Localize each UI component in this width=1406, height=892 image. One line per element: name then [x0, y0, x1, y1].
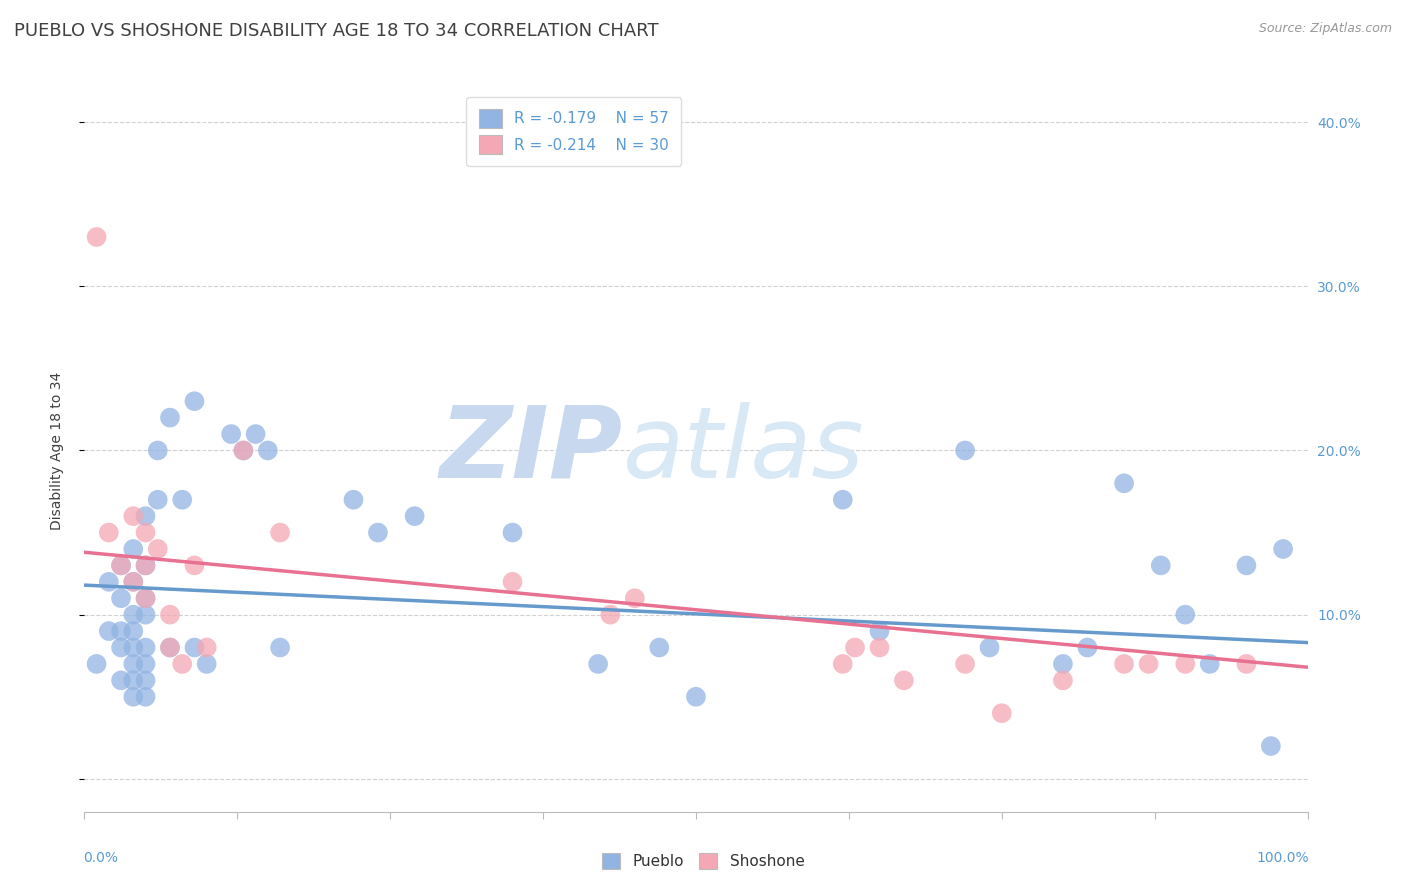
Point	[502, 574, 524, 589]
Point	[135, 509, 157, 524]
Text: atlas: atlas	[623, 402, 865, 499]
Point	[1052, 673, 1074, 688]
Point	[97, 624, 120, 639]
Point	[159, 410, 181, 425]
Point	[502, 525, 524, 540]
Point	[257, 443, 280, 458]
Point	[146, 541, 169, 556]
Point	[269, 640, 291, 655]
Point	[122, 509, 145, 524]
Point	[159, 640, 181, 655]
Text: 0.0%: 0.0%	[83, 852, 118, 865]
Point	[183, 640, 205, 655]
Point	[110, 558, 132, 573]
Point	[135, 640, 157, 655]
Point	[135, 673, 157, 688]
Point	[232, 443, 254, 458]
Point	[122, 657, 145, 671]
Y-axis label: Disability Age 18 to 34: Disability Age 18 to 34	[49, 371, 63, 530]
Point	[869, 624, 891, 639]
Point	[831, 492, 853, 507]
Point	[172, 657, 194, 671]
Point	[342, 492, 364, 507]
Legend: Pueblo, Shoshone: Pueblo, Shoshone	[596, 847, 810, 875]
Point	[122, 640, 145, 655]
Point	[135, 525, 157, 540]
Text: PUEBLO VS SHOSHONE DISABILITY AGE 18 TO 34 CORRELATION CHART: PUEBLO VS SHOSHONE DISABILITY AGE 18 TO …	[14, 22, 658, 40]
Point	[232, 443, 254, 458]
Point	[86, 230, 108, 244]
Point	[1114, 657, 1136, 671]
Point	[159, 607, 181, 622]
Point	[1137, 657, 1160, 671]
Point	[110, 558, 132, 573]
Point	[135, 607, 157, 622]
Point	[159, 640, 181, 655]
Point	[685, 690, 707, 704]
Point	[404, 509, 426, 524]
Point	[183, 558, 205, 573]
Point	[831, 657, 853, 671]
Point	[269, 525, 291, 540]
Point	[97, 574, 120, 589]
Point	[195, 640, 218, 655]
Point	[122, 541, 145, 556]
Point	[97, 525, 120, 540]
Point	[86, 657, 108, 671]
Point	[135, 690, 157, 704]
Point	[110, 624, 132, 639]
Point	[367, 525, 389, 540]
Point	[135, 558, 157, 573]
Point	[1174, 607, 1197, 622]
Point	[122, 624, 145, 639]
Point	[1198, 657, 1220, 671]
Point	[122, 574, 145, 589]
Legend: R = -0.179    N = 57, R = -0.214    N = 30: R = -0.179 N = 57, R = -0.214 N = 30	[467, 97, 681, 166]
Point	[1076, 640, 1098, 655]
Point	[135, 657, 157, 671]
Point	[135, 591, 157, 606]
Point	[195, 657, 218, 671]
Point	[110, 591, 132, 606]
Point	[1236, 657, 1258, 671]
Point	[1114, 476, 1136, 491]
Point	[122, 607, 145, 622]
Point	[844, 640, 866, 655]
Point	[586, 657, 609, 671]
Point	[146, 492, 169, 507]
Point	[1272, 541, 1295, 556]
Point	[172, 492, 194, 507]
Point	[953, 443, 976, 458]
Point	[893, 673, 915, 688]
Point	[245, 427, 267, 442]
Point	[1052, 657, 1074, 671]
Text: 100.0%: 100.0%	[1256, 852, 1309, 865]
Point	[135, 591, 157, 606]
Point	[1174, 657, 1197, 671]
Point	[648, 640, 671, 655]
Point	[1236, 558, 1258, 573]
Point	[122, 574, 145, 589]
Point	[183, 394, 205, 409]
Point	[146, 443, 169, 458]
Point	[122, 673, 145, 688]
Point	[219, 427, 242, 442]
Point	[110, 673, 132, 688]
Point	[991, 706, 1014, 721]
Point	[624, 591, 647, 606]
Point	[1260, 739, 1282, 753]
Point	[979, 640, 1001, 655]
Point	[599, 607, 621, 622]
Text: ZIP: ZIP	[440, 402, 623, 499]
Point	[122, 690, 145, 704]
Point	[135, 558, 157, 573]
Point	[953, 657, 976, 671]
Point	[110, 640, 132, 655]
Point	[869, 640, 891, 655]
Point	[1150, 558, 1173, 573]
Text: Source: ZipAtlas.com: Source: ZipAtlas.com	[1258, 22, 1392, 36]
